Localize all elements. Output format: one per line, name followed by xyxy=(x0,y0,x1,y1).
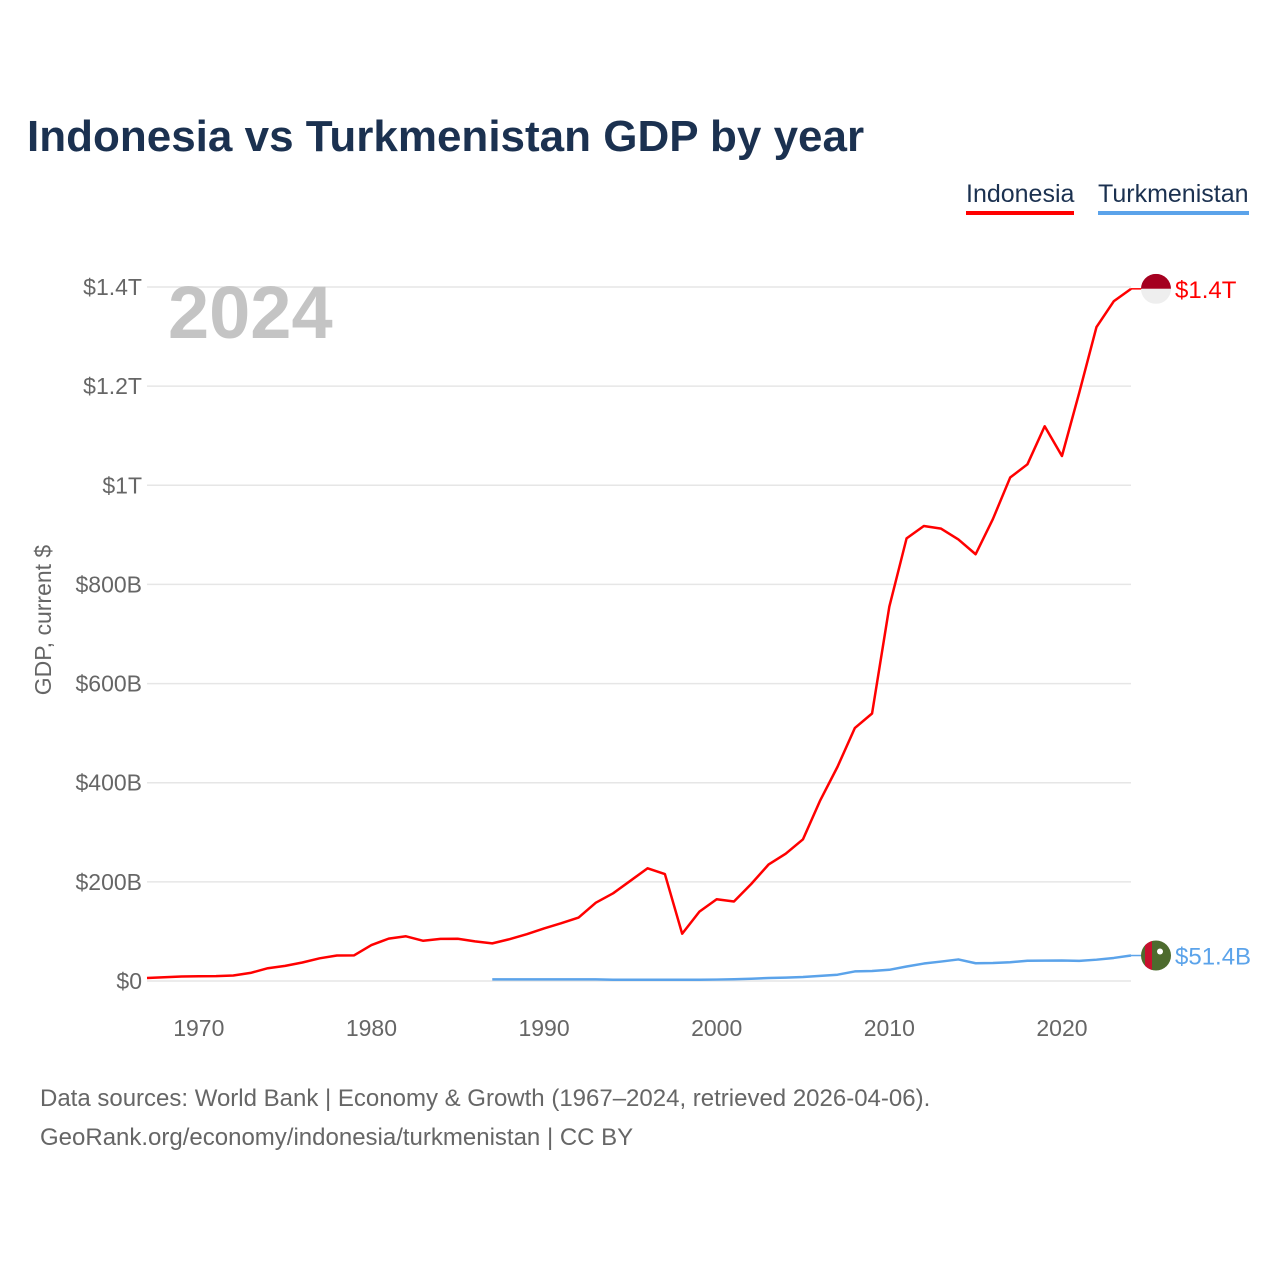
y-tick-label: $800B xyxy=(75,571,142,597)
year-watermark: 2024 xyxy=(168,271,333,354)
x-tick-label: 2000 xyxy=(691,1015,742,1041)
y-axis-label: GDP, current $ xyxy=(30,545,56,696)
series-line-turkmenistan xyxy=(492,954,1132,982)
x-tick-label: 2020 xyxy=(1036,1015,1087,1041)
legend-indonesia[interactable]: Indonesia xyxy=(966,180,1075,215)
footer-source: Data sources: World Bank | Economy & Gro… xyxy=(40,1085,931,1112)
y-tick-label: $1T xyxy=(102,472,142,498)
y-tick-label: $200B xyxy=(75,869,142,895)
y-tick-label: $400B xyxy=(75,770,142,796)
chart-title: Indonesia vs Turkmenistan GDP by year xyxy=(27,112,865,161)
end-value-label: $51.4B xyxy=(1175,944,1251,971)
legend-turkmenistan[interactable]: Turkmenistan xyxy=(1098,180,1249,215)
y-tick-label: $1.2T xyxy=(83,373,142,399)
end-value-label: $1.4T xyxy=(1175,277,1237,304)
y-tick-label: $600B xyxy=(75,671,142,697)
x-tick-label: 1970 xyxy=(173,1015,224,1041)
indonesia-flag-icon xyxy=(1141,273,1171,304)
x-tick-label: 1990 xyxy=(518,1015,569,1041)
footer-url[interactable]: GeoRank.org/economy/indonesia/turkmenist… xyxy=(40,1124,634,1151)
y-tick-label: $0 xyxy=(116,968,142,994)
y-tick-label: $1.4T xyxy=(83,274,142,300)
x-tick-label: 1980 xyxy=(346,1015,397,1041)
turkmenistan-flag-icon xyxy=(1141,940,1171,971)
x-tick-label: 2010 xyxy=(864,1015,915,1041)
series-line-indonesia xyxy=(146,287,1132,980)
